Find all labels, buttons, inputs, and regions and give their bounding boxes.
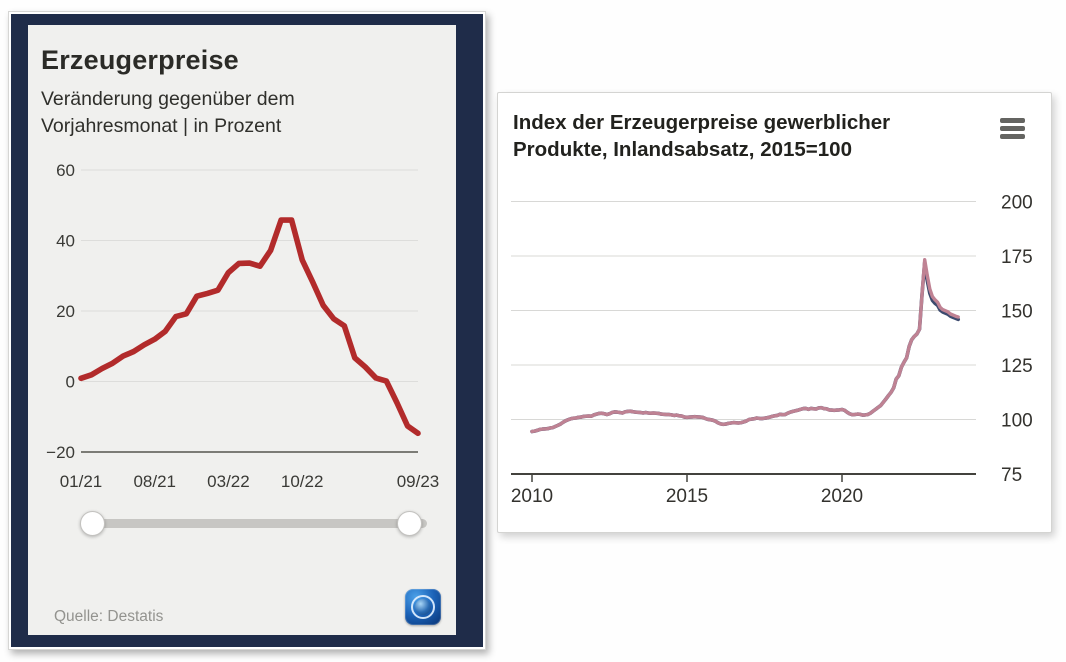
tagesschau-chart-card: 60 40 20 0 −20 01/21 08/21 03/22 10/22 09/23 Erze… [8, 11, 486, 650]
slider-handle-right[interactable] [397, 511, 422, 536]
left-chart-title: Erzeugerpreise [41, 45, 239, 75]
right-chart-title: Index der Erzeugerpreise gewerblicher Pr… [513, 111, 891, 161]
svg-text:200: 200 [1001, 193, 1033, 214]
hamburger-menu-icon[interactable] [1000, 118, 1025, 139]
slider-track[interactable] [91, 519, 427, 528]
svg-text:2015: 2015 [666, 486, 708, 507]
tagesschau-logo-icon [405, 589, 441, 625]
svg-text:125: 125 [1001, 356, 1033, 377]
destatis-chart-card: Index der Erzeugerpreise gewerblicher Pr… [497, 92, 1052, 533]
slider-handle-left[interactable] [80, 511, 105, 536]
svg-text:75: 75 [1001, 465, 1022, 486]
svg-text:175: 175 [1001, 247, 1033, 268]
time-range-slider[interactable] [71, 508, 431, 540]
svg-text:100: 100 [1001, 411, 1033, 432]
source-label: Quelle: Destatis [54, 608, 164, 625]
svg-text:150: 150 [1001, 302, 1033, 323]
left-chart-subtitle: Veränderung gegenüber dem Vorjahresmonat… [41, 88, 295, 137]
svg-text:2010: 2010 [511, 486, 553, 507]
svg-text:2020: 2020 [821, 486, 863, 507]
